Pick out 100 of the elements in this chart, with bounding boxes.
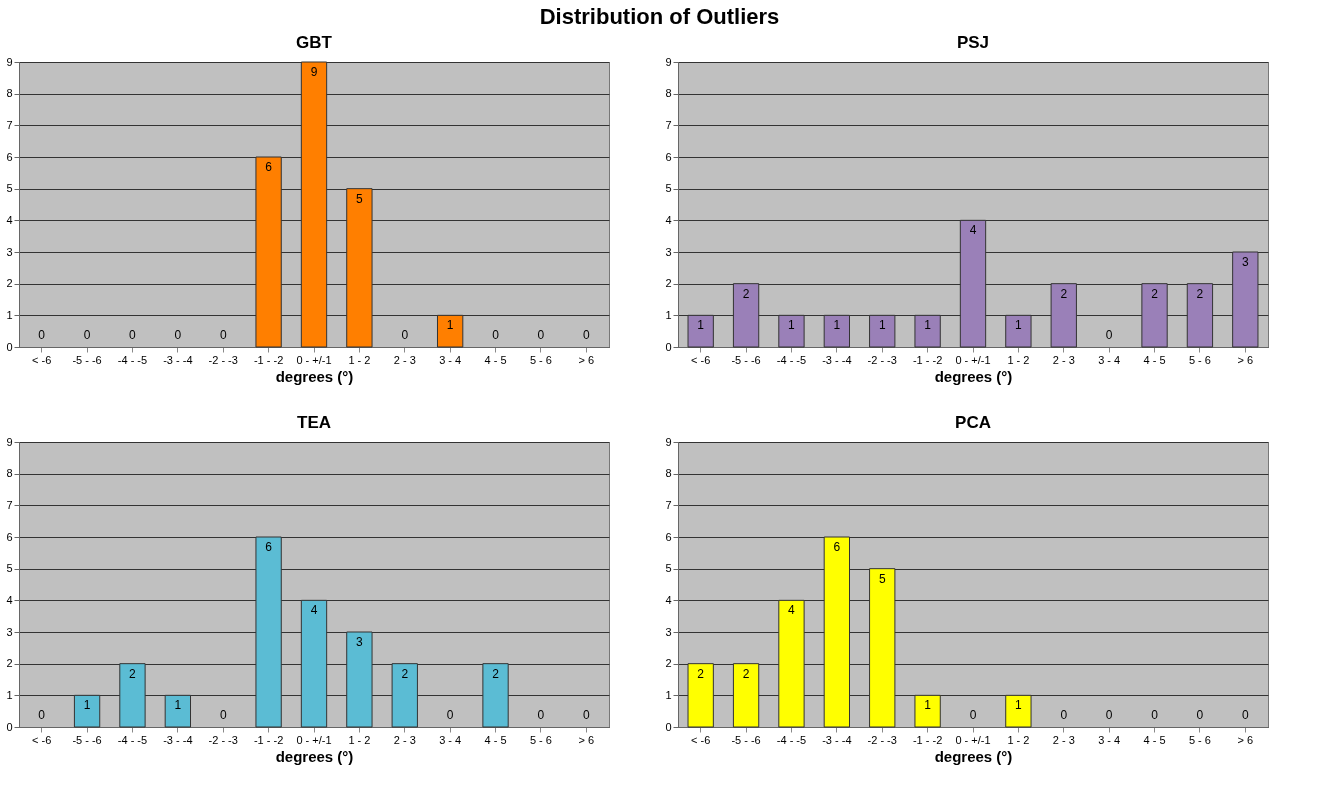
data-label: 0 — [1151, 708, 1159, 722]
data-label: 0 — [446, 708, 454, 722]
data-label: 1 — [446, 318, 454, 333]
x-tick-label: -3 - -4 — [822, 353, 852, 366]
y-tick-label: 9 — [6, 55, 13, 68]
y-tick-label: 3 — [6, 625, 13, 638]
data-label: 0 — [174, 328, 182, 342]
x-tick-label: > 6 — [1237, 353, 1254, 366]
x-tick-label: 3 - 4 — [1098, 733, 1121, 746]
x-tick-label: 4 - 5 — [1143, 733, 1166, 746]
y-tick-label: 5 — [665, 182, 672, 195]
data-label: 1 — [788, 318, 796, 333]
x-tick-label: 5 - 6 — [529, 733, 552, 746]
data-label: 1 — [697, 318, 705, 333]
data-label: 0 — [129, 328, 137, 342]
x-tick-label: -3 - -4 — [163, 733, 193, 746]
x-tick-label: > 6 — [1237, 733, 1254, 746]
x-axis-title: degrees (°) — [275, 367, 354, 385]
data-label: 0 — [38, 328, 46, 342]
x-tick-label: -4 - -5 — [117, 353, 148, 366]
x-tick-label: -2 - -3 — [867, 353, 897, 366]
y-tick-label: 9 — [6, 435, 13, 448]
data-label: 5 — [878, 571, 886, 586]
y-tick-label: 2 — [665, 277, 672, 290]
data-label: 1 — [83, 698, 91, 713]
x-tick-label: -5 - -6 — [731, 733, 761, 746]
x-tick-label: 0 - +/-1 — [296, 353, 332, 366]
x-tick-label: -4 - -5 — [776, 733, 807, 746]
data-label: 0 — [1060, 708, 1068, 722]
data-label: 1 — [924, 698, 932, 713]
x-tick-label: -3 - -4 — [163, 353, 193, 366]
y-tick-label: 1 — [6, 308, 13, 321]
y-tick-label: 6 — [665, 530, 672, 543]
x-tick-label: 4 - 5 — [1143, 353, 1166, 366]
x-tick-label: < -6 — [691, 733, 711, 746]
x-tick-label: 3 - 4 — [439, 353, 462, 366]
text: Distribution of Outliers — [538, 3, 781, 31]
y-tick-label: 3 — [665, 625, 672, 638]
data-label: 2 — [742, 286, 750, 301]
y-tick-label: 6 — [665, 150, 672, 163]
x-tick-label: 2 - 3 — [1052, 733, 1075, 746]
y-tick-label: 8 — [6, 467, 13, 480]
y-tick-label: 2 — [6, 657, 13, 670]
data-label: 0 — [38, 708, 46, 722]
y-tick-label: 7 — [6, 118, 13, 131]
x-tick-label: -2 - -3 — [867, 733, 897, 746]
data-label: 0 — [582, 708, 590, 722]
data-label: 1 — [174, 698, 182, 713]
y-tick-label: 2 — [665, 657, 672, 670]
x-tick-label: 5 - 6 — [529, 353, 552, 366]
x-tick-label: -5 - -6 — [731, 353, 761, 366]
x-tick-label: -3 - -4 — [822, 733, 852, 746]
y-tick-label: 0 — [6, 340, 13, 353]
y-tick-label: 7 — [665, 498, 672, 511]
data-label: 2 — [1151, 286, 1159, 301]
x-tick-label: > 6 — [578, 733, 595, 746]
x-tick-label: -4 - -5 — [776, 353, 807, 366]
x-tick-label: -2 - -3 — [208, 353, 238, 366]
x-tick-label: -1 - -2 — [912, 733, 943, 746]
x-tick-label: 2 - 3 — [393, 353, 416, 366]
x-tick-label: -5 - -6 — [72, 353, 102, 366]
x-tick-label: < -6 — [32, 353, 52, 366]
x-axis-title: degrees (°) — [934, 747, 1013, 765]
y-tick-label: 2 — [6, 277, 13, 290]
data-label: 4 — [969, 223, 977, 238]
data-label: 2 — [1060, 286, 1068, 301]
data-label: 0 — [969, 708, 977, 722]
chart-title: PCA — [955, 413, 991, 432]
data-label: 0 — [537, 708, 545, 722]
chart-title: TEA — [297, 413, 331, 432]
data-label: 0 — [582, 328, 590, 342]
x-tick-label: > 6 — [578, 353, 595, 366]
chart-title: PSJ — [956, 33, 990, 52]
data-label: 0 — [401, 328, 409, 342]
y-tick-label: 9 — [665, 435, 672, 448]
data-label: 9 — [310, 65, 318, 79]
x-tick-label: -4 - -5 — [117, 733, 148, 746]
x-tick-label: 1 - 2 — [348, 733, 371, 746]
x-tick-label: 5 - 6 — [1188, 353, 1211, 366]
y-tick-label: 4 — [665, 593, 672, 606]
x-tick-label: -2 - -3 — [208, 733, 238, 746]
y-tick-label: 8 — [665, 87, 672, 100]
y-tick-label: 7 — [665, 118, 672, 131]
y-tick-label: 6 — [6, 150, 13, 163]
data-label: 0 — [1196, 708, 1204, 722]
x-tick-label: 0 - +/-1 — [296, 733, 332, 746]
x-axis-title: degrees (°) — [275, 747, 354, 765]
x-tick-label: 1 - 2 — [348, 353, 371, 366]
y-tick-label: 4 — [6, 213, 13, 226]
data-label: 2 — [129, 666, 137, 681]
y-tick-label: 1 — [6, 688, 13, 701]
y-tick-label: 4 — [6, 593, 13, 606]
x-tick-label: 0 - +/-1 — [955, 733, 991, 746]
x-tick-label: 1 - 2 — [1007, 353, 1030, 366]
data-label: 0 — [492, 328, 500, 342]
x-tick-label: 3 - 4 — [439, 733, 462, 746]
y-tick-label: 6 — [6, 530, 13, 543]
data-label: 1 — [1015, 318, 1023, 333]
data-label: 2 — [742, 666, 750, 681]
y-tick-label: 5 — [6, 182, 13, 195]
